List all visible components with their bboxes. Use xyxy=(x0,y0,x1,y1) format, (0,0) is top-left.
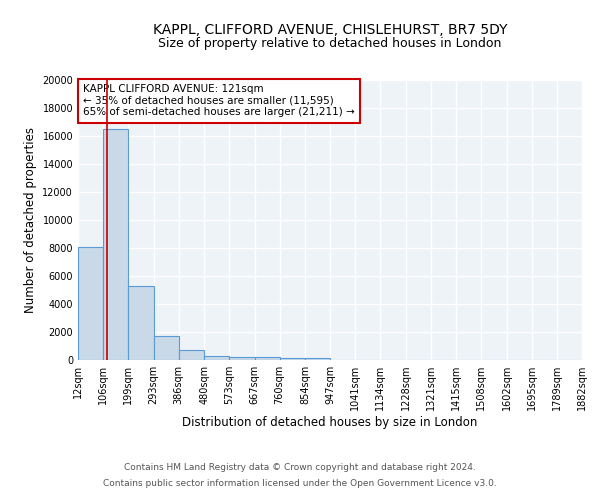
X-axis label: Distribution of detached houses by size in London: Distribution of detached houses by size … xyxy=(182,416,478,429)
Bar xyxy=(103,129,128,360)
Bar xyxy=(305,358,330,360)
Text: KAPPL, CLIFFORD AVENUE, CHISLEHURST, BR7 5DY: KAPPL, CLIFFORD AVENUE, CHISLEHURST, BR7… xyxy=(153,22,507,36)
Y-axis label: Number of detached properties: Number of detached properties xyxy=(24,127,37,313)
Bar xyxy=(128,286,154,360)
Bar xyxy=(254,358,280,360)
Bar xyxy=(280,358,305,360)
Text: Contains HM Land Registry data © Crown copyright and database right 2024.: Contains HM Land Registry data © Crown c… xyxy=(124,464,476,472)
Bar xyxy=(204,356,229,360)
Text: Size of property relative to detached houses in London: Size of property relative to detached ho… xyxy=(158,38,502,51)
Text: Contains public sector information licensed under the Open Government Licence v3: Contains public sector information licen… xyxy=(103,478,497,488)
Bar xyxy=(78,246,103,360)
Bar xyxy=(179,350,204,360)
Text: KAPPL CLIFFORD AVENUE: 121sqm
← 35% of detached houses are smaller (11,595)
65% : KAPPL CLIFFORD AVENUE: 121sqm ← 35% of d… xyxy=(83,84,355,117)
Bar xyxy=(229,357,254,360)
Bar xyxy=(154,336,179,360)
